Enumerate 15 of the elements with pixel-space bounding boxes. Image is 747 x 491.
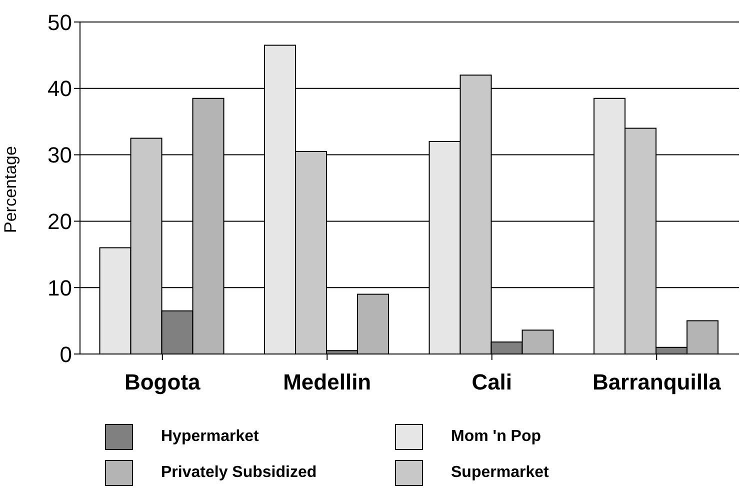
x-tick-label: Cali xyxy=(472,370,512,395)
y-axis-title: Percentage xyxy=(1,146,20,233)
x-tick-label: Bogota xyxy=(124,370,202,395)
y-tick-label: 30 xyxy=(48,142,72,168)
x-tick-label: Barranquilla xyxy=(592,370,722,395)
legend-label: Supermarket xyxy=(451,464,549,482)
legend-label: Privately Subsidized xyxy=(161,464,317,482)
y-tick-label: 40 xyxy=(48,76,72,102)
legend-label: Mom 'n Pop xyxy=(451,428,542,446)
y-tick-label: 50 xyxy=(48,10,72,35)
y-tick-label: 10 xyxy=(48,275,72,300)
y-tick-label: 20 xyxy=(48,209,72,234)
x-tick-label: Medellin xyxy=(283,370,372,395)
legend-label: Hypermarket xyxy=(161,428,259,446)
y-tick-label: 0 xyxy=(60,342,72,367)
